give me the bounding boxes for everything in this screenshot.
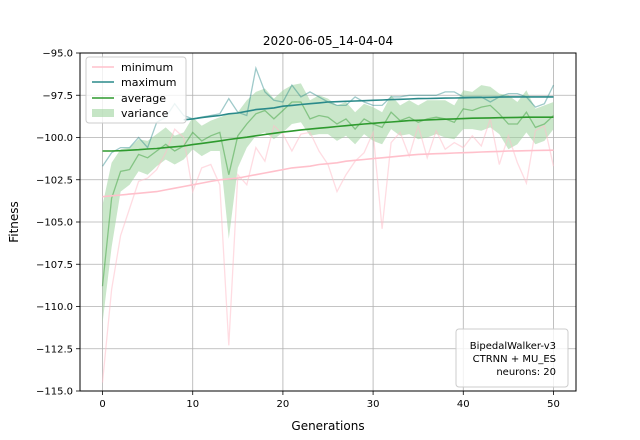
legend: minimum maximum average variance: [85, 56, 187, 124]
run-info-box: BipedalWalker-v3 CTRNN + MU_ES neurons: …: [455, 328, 569, 388]
maximum-trend-line: [183, 96, 554, 121]
chart-title: 2020-06-05_14-04-04: [263, 34, 393, 48]
x-tick-label: 40: [457, 399, 470, 410]
variance-band-layer: [102, 83, 554, 324]
legend-label-minimum: minimum: [121, 61, 173, 74]
legend-swatch-variance: [92, 109, 114, 117]
x-tick-label: 50: [547, 399, 560, 410]
y-tick-label: −112.5: [36, 344, 73, 355]
y-tick-label: −100.0: [36, 133, 73, 144]
y-tick-label: −97.5: [42, 91, 73, 102]
y-tick-label: −105.0: [36, 218, 73, 229]
run-info-algorithm: CTRNN + MU_ES: [473, 354, 556, 365]
minimum-trend-line: [102, 149, 554, 198]
x-tick-label: 10: [186, 399, 199, 410]
run-info-neurons: neurons: 20: [496, 367, 556, 378]
y-tick-label: −102.5: [36, 175, 73, 186]
x-axis-ticks: 0 10 20 30 40 50: [99, 391, 560, 410]
run-info-environment: BipedalWalker-v3: [470, 341, 556, 352]
x-tick-label: 20: [277, 399, 290, 410]
average-raw-line: [101, 101, 554, 287]
y-tick-label: −95.0: [42, 49, 73, 60]
x-tick-label: 0: [99, 399, 105, 410]
legend-label-variance: variance: [121, 107, 169, 120]
y-tick-label: −107.5: [36, 260, 73, 271]
y-axis-label: Fitness: [7, 201, 21, 243]
y-tick-label: −115.0: [36, 387, 73, 398]
x-tick-label: 30: [367, 399, 380, 410]
average-trend-line: [102, 116, 554, 152]
legend-label-average: average: [121, 92, 166, 105]
legend-frame: [85, 56, 187, 124]
run-info-frame: [455, 328, 569, 388]
y-axis-ticks: −115.0 −112.5 −110.0 −107.5 −105.0 −102.5 −100…: [36, 49, 80, 398]
variance-band: [102, 83, 554, 324]
y-tick-label: −110.0: [36, 302, 73, 313]
trend-series-layer: [102, 96, 554, 198]
legend-label-maximum: maximum: [121, 76, 176, 89]
x-axis-label: Generations: [291, 419, 364, 433]
